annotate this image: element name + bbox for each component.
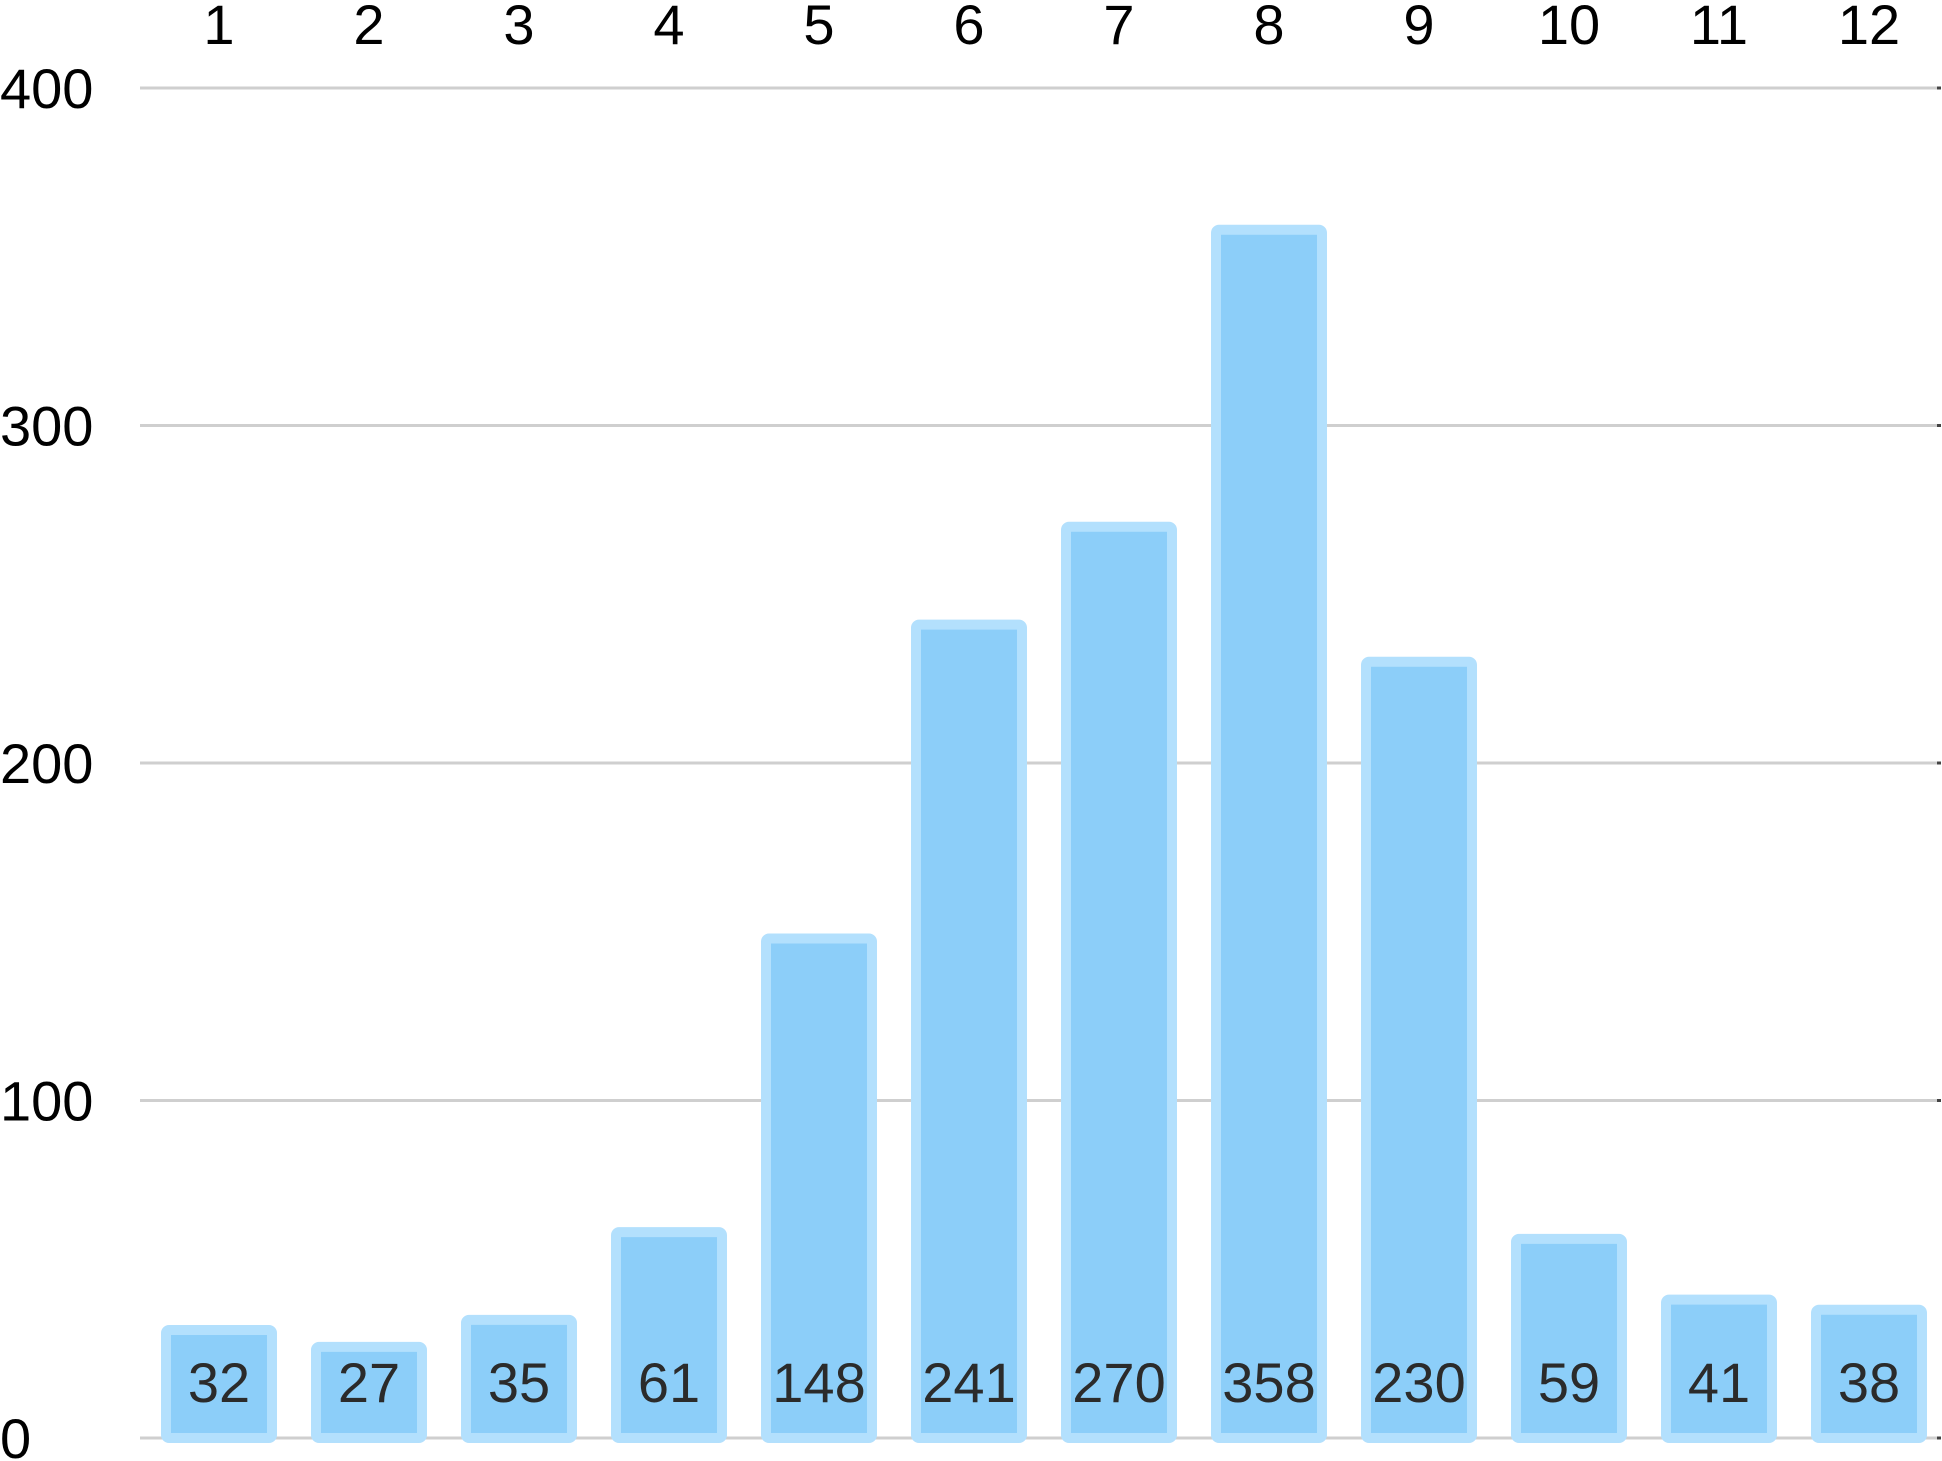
x-tick-label: 1: [203, 0, 234, 56]
y-axis-tick-labels: 0 100 200 300 400: [0, 57, 93, 1461]
data-label: 38: [1838, 1351, 1900, 1414]
data-label: 358: [1222, 1351, 1315, 1414]
bar-3: [461, 1314, 577, 1443]
x-tick-label: 11: [1690, 0, 1748, 56]
data-label: 59: [1538, 1351, 1600, 1414]
data-label: 61: [638, 1351, 700, 1414]
data-label: 241: [922, 1351, 1015, 1414]
x-tick-label: 5: [803, 0, 834, 56]
x-axis-tick-labels: 1 2 3 4 5 6 7 8 9 10 11 12: [203, 0, 1900, 56]
bar-4: [611, 1227, 727, 1443]
data-label: 148: [772, 1351, 865, 1414]
y-tick-label: 0: [0, 1407, 31, 1461]
x-tick-label: 7: [1103, 0, 1134, 56]
data-label: 35: [488, 1351, 550, 1414]
bar-11: [1661, 1294, 1777, 1443]
x-tick-label: 2: [353, 0, 384, 56]
data-label: 230: [1372, 1351, 1465, 1414]
bar-10: [1511, 1233, 1627, 1443]
bars: [161, 224, 1927, 1443]
bar-2: [311, 1341, 427, 1443]
bar-6: [911, 619, 1027, 1443]
x-tick-label: 4: [653, 0, 684, 56]
x-tick-label: 12: [1838, 0, 1900, 56]
y-tick-label: 400: [0, 57, 93, 120]
bar-1: [161, 1325, 277, 1443]
bar-8: [1211, 224, 1327, 1443]
data-label: 32: [188, 1351, 250, 1414]
x-tick-label: 8: [1253, 0, 1284, 56]
bar-12: [1811, 1304, 1927, 1443]
gridlines: [140, 86, 1941, 1440]
bar-7: [1061, 521, 1177, 1443]
x-tick-label: 6: [953, 0, 984, 56]
y-tick-label: 100: [0, 1070, 93, 1133]
y-tick-label: 200: [0, 732, 93, 795]
x-tick-label: 9: [1403, 0, 1434, 56]
data-labels: 32 27 35 61 148 241 270 358 230 59 41 38: [188, 1351, 1900, 1414]
x-tick-label: 3: [503, 0, 534, 56]
x-tick-label: 10: [1538, 0, 1600, 56]
bar-9: [1361, 656, 1477, 1443]
y-tick-label: 300: [0, 395, 93, 458]
data-label: 270: [1072, 1351, 1165, 1414]
data-label: 27: [338, 1351, 400, 1414]
bar-5: [761, 933, 877, 1443]
data-label: 41: [1688, 1351, 1750, 1414]
